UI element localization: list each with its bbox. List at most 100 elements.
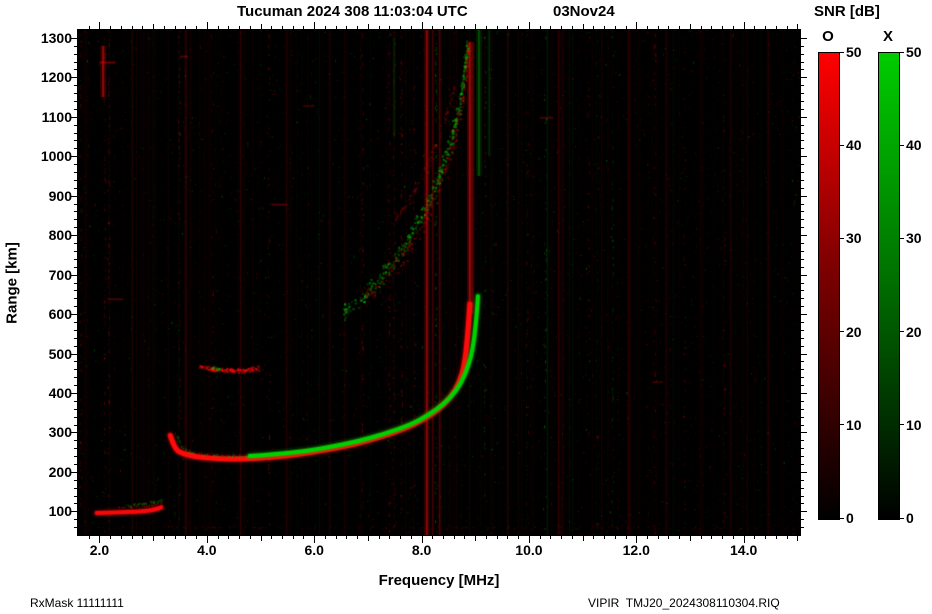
y-tick-label: 1100: [41, 108, 72, 125]
colorbar-x: [878, 52, 900, 520]
y-tick: [801, 85, 804, 87]
x-tick: [765, 536, 767, 539]
y-tick: [801, 448, 804, 450]
y-tick-label: 1200: [40, 69, 72, 86]
colorbar-tick-label: 50: [906, 44, 922, 60]
y-tick: [801, 440, 804, 442]
colorbar-tick: [900, 517, 904, 519]
y-tick-label: 1300: [40, 29, 72, 46]
y-tick: [801, 140, 804, 142]
x-tick: [421, 536, 423, 543]
x-tick: [357, 536, 359, 539]
x-tick: [163, 536, 165, 539]
x-tick: [528, 536, 530, 543]
x-tick: [647, 536, 648, 539]
x-tick: [582, 536, 584, 541]
x-tick: [496, 536, 498, 539]
y-tick: [801, 37, 807, 39]
y-tick: [801, 416, 804, 418]
x-tick: [174, 536, 176, 539]
y-tick-label: 700: [48, 266, 72, 283]
y-tick: [801, 211, 804, 213]
colorbar-tick: [900, 144, 904, 146]
x-tick-label: 6.0: [304, 542, 324, 558]
x-tick: [732, 536, 734, 539]
x-tick: [196, 536, 198, 539]
x-tick: [314, 22, 316, 29]
y-tick-label: 300: [48, 424, 72, 441]
x-tick: [528, 22, 530, 29]
x-tick: [711, 536, 713, 539]
x-tick: [314, 536, 316, 543]
x-tick: [775, 536, 777, 539]
y-tick: [801, 93, 804, 95]
x-tick: [367, 536, 369, 541]
y-tick: [801, 172, 804, 174]
x-tick: [99, 22, 101, 29]
y-tick: [801, 408, 804, 410]
x-tick: [475, 536, 477, 541]
x-tick: [410, 536, 412, 539]
x-tick: [571, 536, 573, 539]
footer-filename: VIPIR TMJ20_2024308110304.RIQ: [588, 596, 780, 610]
x-tick: [507, 536, 509, 539]
snr-axis-title: SNR [dB]: [814, 3, 880, 20]
x-tick: [797, 536, 799, 541]
colorbar-tick: [840, 237, 844, 239]
y-tick: [801, 179, 804, 181]
x-tick: [614, 536, 616, 539]
colorbar-tick-label: 10: [906, 416, 922, 433]
colorbar-tick-label: 0: [846, 510, 854, 526]
x-tick: [743, 22, 745, 29]
colorbar-x-label: X: [882, 28, 893, 45]
x-tick-label: 4.0: [197, 542, 217, 558]
y-tick: [801, 400, 804, 402]
x-tick: [292, 536, 294, 539]
plot-title: Tucuman 2024 308 11:03:04 UTC: [237, 3, 468, 20]
x-tick: [185, 536, 187, 539]
x-tick: [99, 536, 101, 543]
y-tick-label: 400: [48, 384, 72, 401]
y-tick: [801, 306, 804, 308]
colorbar-tick-label: 30: [906, 230, 922, 247]
y-tick: [801, 266, 804, 268]
x-tick-label: 14.0: [730, 542, 758, 558]
x-tick: [239, 536, 241, 539]
y-tick-label: 600: [48, 306, 72, 323]
y-tick: [801, 156, 807, 158]
y-tick-label: 800: [48, 227, 72, 244]
colorbar-tick: [900, 237, 904, 239]
y-tick: [801, 203, 804, 205]
x-tick: [625, 536, 627, 539]
y-tick: [801, 527, 804, 529]
y-tick: [801, 314, 807, 316]
y-tick: [801, 456, 804, 458]
y-tick: [801, 345, 804, 347]
x-tick: [604, 536, 606, 539]
x-tick: [131, 536, 133, 539]
x-tick: [389, 536, 391, 539]
colorbar-tick: [840, 144, 844, 146]
x-axis-title: Frequency [MHz]: [378, 572, 500, 589]
y-tick: [801, 124, 804, 126]
x-tick: [550, 536, 552, 539]
y-tick: [801, 108, 804, 110]
x-tick: [281, 536, 283, 539]
y-tick: [801, 353, 807, 355]
x-tick: [260, 536, 262, 541]
y-tick: [801, 69, 804, 71]
colorbar-o-label: O: [822, 28, 834, 45]
x-tick: [657, 536, 659, 539]
y-tick: [801, 282, 804, 284]
x-tick: [668, 536, 670, 539]
y-tick: [801, 132, 804, 134]
y-tick: [801, 471, 807, 473]
x-tick: [206, 22, 208, 29]
x-tick: [485, 536, 487, 539]
y-tick: [801, 187, 804, 189]
x-tick-label: 8.0: [411, 542, 432, 558]
colorbar-tick-label: 50: [846, 44, 862, 60]
colorbar-tick: [900, 331, 904, 333]
colorbar-tick: [840, 331, 844, 333]
y-tick-label: 200: [48, 463, 72, 480]
